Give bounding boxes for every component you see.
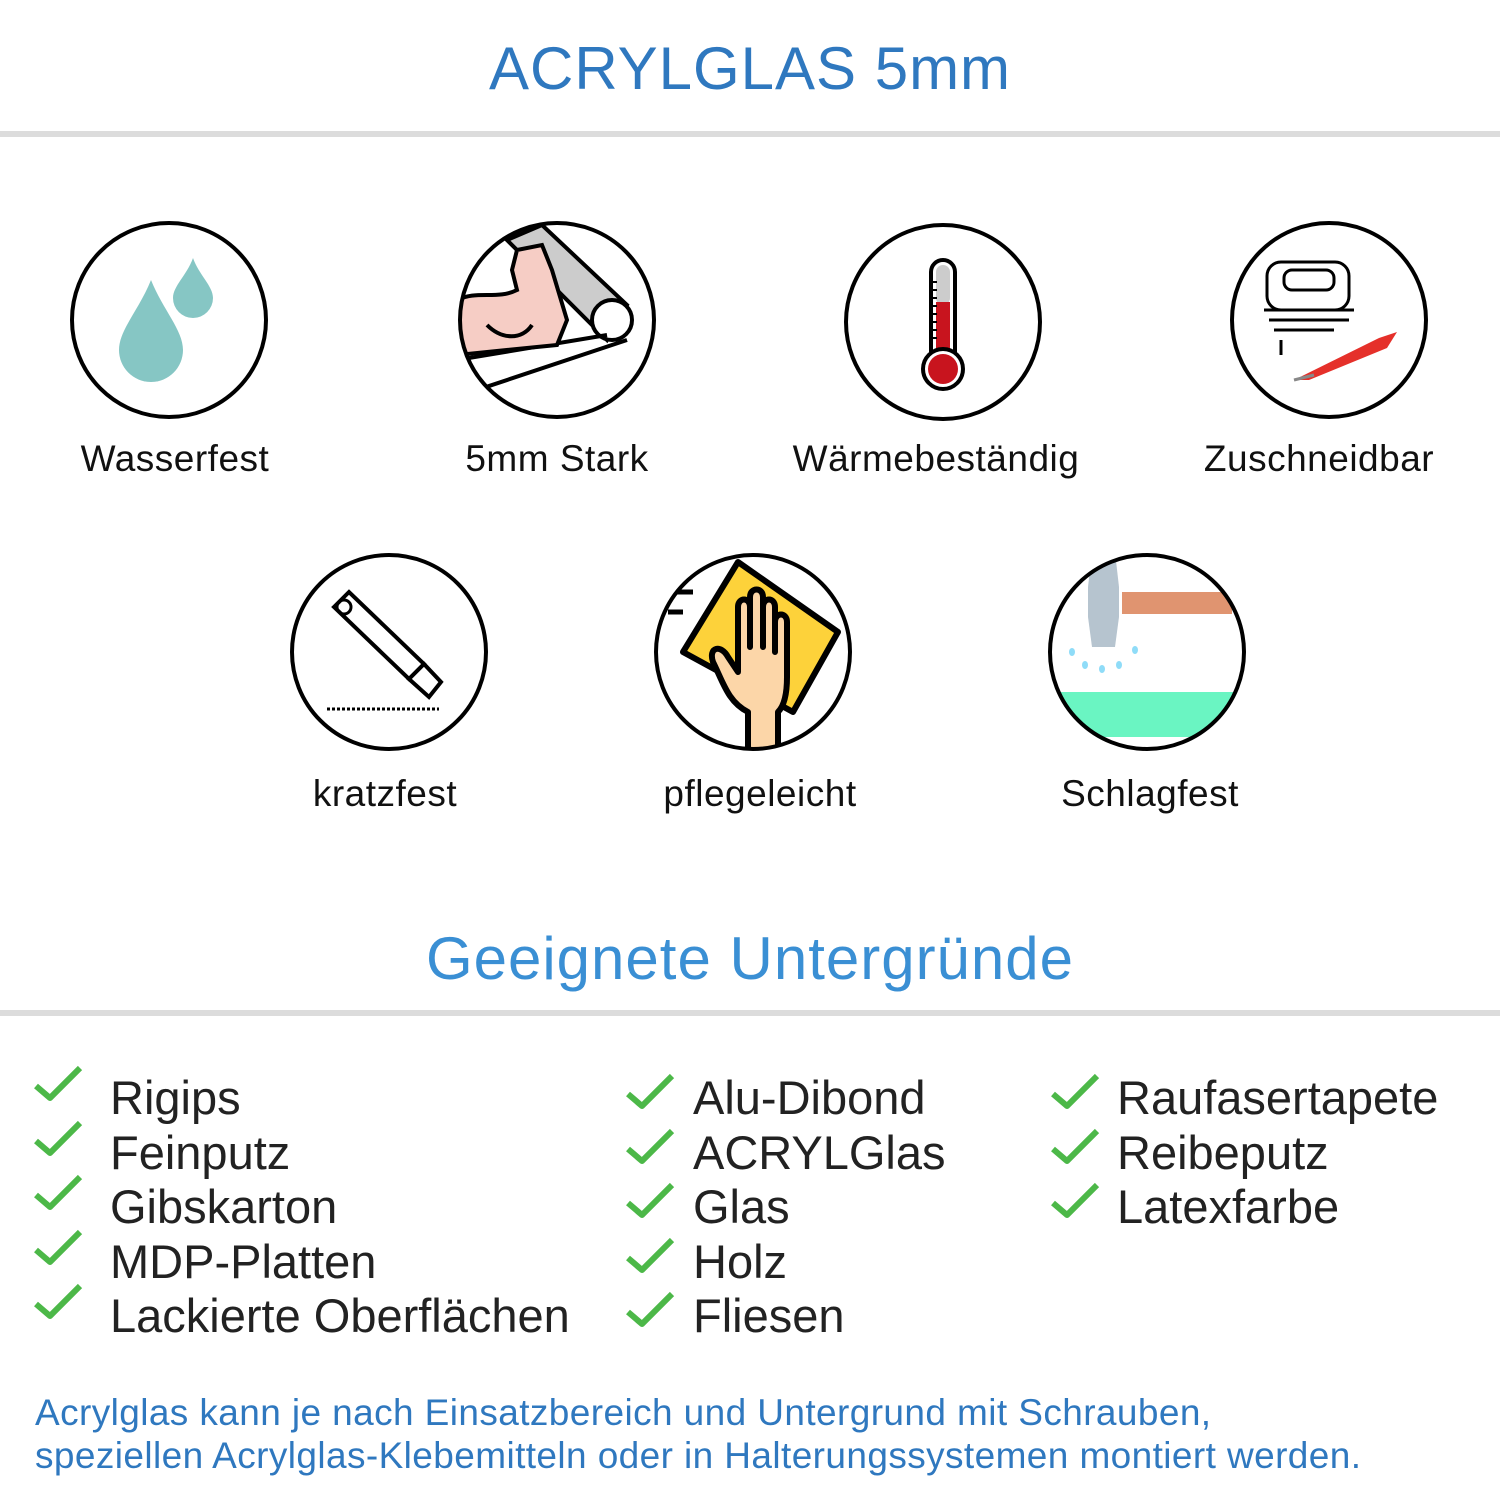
feature-label-5mm-stark: 5mm Stark (465, 438, 649, 479)
water-drops-icon (70, 221, 268, 419)
checkmark-icon (34, 1065, 83, 1101)
surface-item: ACRYLGlas (693, 1125, 946, 1179)
surface-item: Alu-Dibond (693, 1071, 926, 1124)
feature-label-kratzfest: kratzfest (312, 773, 458, 814)
surface-item: Raufasertapete (1117, 1071, 1439, 1124)
surface-item: Rigips (110, 1071, 241, 1124)
cleaning-hand-icon (654, 553, 852, 751)
flexed-arm-icon (458, 221, 656, 419)
thermometer-icon (844, 223, 1042, 421)
checkmark-icon (1051, 1128, 1100, 1164)
jigsaw-icon (1230, 221, 1428, 419)
divider (0, 1010, 1500, 1016)
footer-line-1: Acrylglas kann je nach Einsatzbereich un… (35, 1392, 1212, 1433)
feature-label-zuschneidbar: Zuschneidbar (1203, 438, 1435, 479)
page-title: ACRYLGLAS 5mm (488, 35, 1012, 102)
feature-label-wasserfest: Wasserfest (80, 438, 270, 479)
surface-item: Latexfarbe (1117, 1180, 1340, 1233)
surface-item: Feinputz (110, 1125, 291, 1179)
surface-item: Reibeputz (1117, 1125, 1329, 1179)
checkmark-icon (1051, 1182, 1100, 1218)
surface-item: Lackierte Oberflächen (110, 1289, 570, 1342)
checkmark-icon (626, 1291, 675, 1327)
divider (0, 131, 1500, 137)
feature-label-waermebestaendig: Wärmebeständig (792, 438, 1080, 479)
surface-item: Fliesen (693, 1289, 845, 1342)
checkmark-icon (1051, 1073, 1100, 1109)
checkmark-icon (34, 1174, 83, 1210)
surface-item: Glas (693, 1180, 790, 1233)
hammer-icon (1048, 553, 1246, 751)
surface-item: Holz (693, 1234, 788, 1288)
checkmark-icon (34, 1283, 83, 1319)
cutter-knife-icon (290, 553, 488, 751)
feature-label-pflegeleicht: pflegeleicht (663, 773, 857, 814)
checkmark-icon (626, 1128, 675, 1164)
surface-item: Gibskarton (110, 1180, 338, 1233)
checkmark-icon (34, 1229, 83, 1265)
footer-line-2: speziellen Acrylglas-Klebemitteln oder i… (35, 1435, 1362, 1476)
feature-label-schlagfest: Schlagfest (1061, 773, 1239, 814)
checkmark-icon (626, 1182, 675, 1218)
checkmark-icon (626, 1237, 675, 1273)
checkmark-icon (34, 1120, 83, 1156)
checkmark-icon (626, 1073, 675, 1109)
surface-item: MDP-Platten (110, 1234, 377, 1288)
section-title: Geeignete Untergründe (425, 925, 1075, 992)
